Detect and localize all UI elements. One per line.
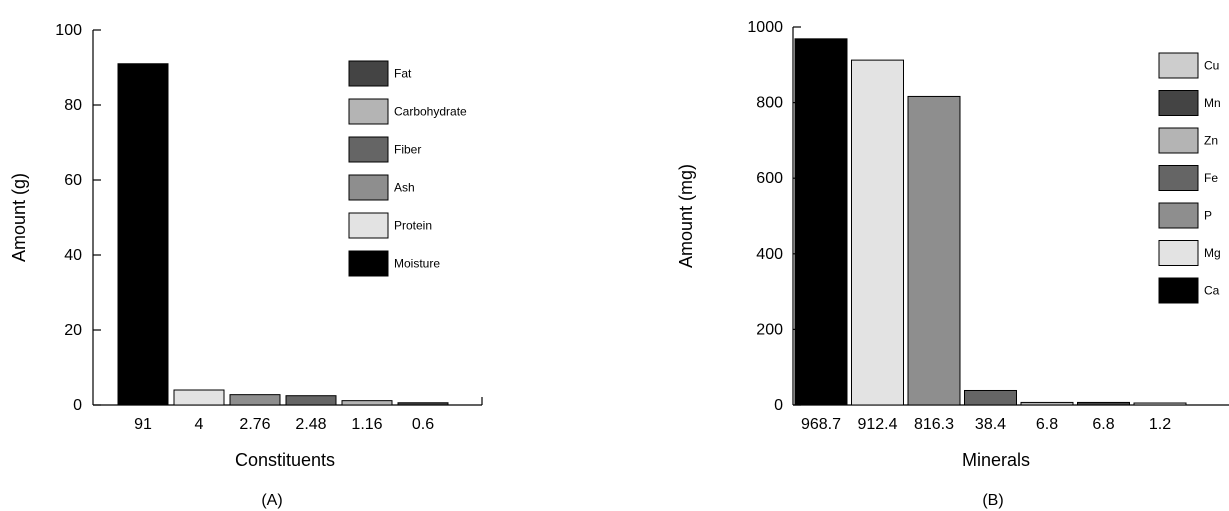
x-tick-label: 2.48 xyxy=(295,416,326,433)
bar-p xyxy=(907,95,961,406)
legend-label-mn: Mn xyxy=(1204,96,1221,110)
x-tick-label: 968.7 xyxy=(801,416,841,433)
legend-swatch-fe xyxy=(1158,165,1199,191)
bar-fe xyxy=(964,389,1017,406)
bar-cu xyxy=(1133,402,1187,406)
y-tick-label: 80 xyxy=(64,97,82,114)
x-tick-label: 912.4 xyxy=(857,416,897,433)
x-tick-label: 91 xyxy=(134,416,152,433)
y-tick-label: 20 xyxy=(64,322,82,339)
legend-swatch-zn xyxy=(1158,127,1199,154)
x-tick-label: 816.3 xyxy=(914,416,954,433)
x-tick-label: 1.2 xyxy=(1149,416,1171,433)
y-tick-label: 0 xyxy=(73,397,82,414)
panel-label: (B) xyxy=(982,492,1003,509)
x-tick-label: 6.8 xyxy=(1092,416,1114,433)
y-tick-label: 200 xyxy=(756,321,783,338)
legend-swatch-mn xyxy=(1158,90,1199,116)
legend: Cu Mn Zn Fe P Mg Ca xyxy=(1158,52,1221,304)
bar-moisture xyxy=(117,63,169,406)
legend-swatch-fat xyxy=(348,60,389,87)
legend-label-fe: Fe xyxy=(1204,171,1218,185)
legend-swatch-ash xyxy=(348,174,389,201)
x-axis-title: Constituents xyxy=(235,450,335,470)
x-tick-label: 1.16 xyxy=(351,416,382,433)
x-tick-label: 38.4 xyxy=(975,416,1006,433)
x-tick-label: 0.6 xyxy=(412,416,434,433)
legend-label-protein: Protein xyxy=(394,219,432,233)
x-tick-label: 2.76 xyxy=(239,416,270,433)
y-tick-label: 1000 xyxy=(747,19,783,36)
x-tick-label: 4 xyxy=(195,416,204,433)
legend-swatch-carbohydrate xyxy=(348,98,389,125)
y-axis-title: Amount (g) xyxy=(9,173,29,262)
x-axis-title: Minerals xyxy=(962,450,1030,470)
legend-label-cu: Cu xyxy=(1204,59,1219,73)
legend-swatch-protein xyxy=(348,212,389,239)
legend-swatch-cu xyxy=(1158,52,1199,79)
bar-fiber xyxy=(285,395,337,406)
legend-swatch-ca xyxy=(1158,277,1199,304)
bar-carbohydrate xyxy=(341,400,393,406)
legend-swatch-mg xyxy=(1158,240,1199,266)
legend-label-ash: Ash xyxy=(394,181,415,195)
legend: Fat Carbohydrate Fiber Ash Protein Moisture xyxy=(348,60,467,277)
chart-panel-b: 0 200 400 600 800 1000 968.7 912.4 816.3 38.4 6.8 6… xyxy=(676,19,1229,509)
legend-label-moisture: Moisture xyxy=(394,257,440,271)
y-tick-label: 40 xyxy=(64,247,82,264)
y-tick-label: 100 xyxy=(55,22,82,39)
x-tick-label: 6.8 xyxy=(1036,416,1058,433)
y-tick-label: 60 xyxy=(64,172,82,189)
bar-mg xyxy=(851,59,904,406)
chart-panel-a: 0 20 40 60 80 100 91 4 2.76 2.48 1.16 0.6 Amount (g)… xyxy=(9,22,483,509)
legend-label-carbohydrate: Carbohydrate xyxy=(394,105,467,119)
legend-label-ca: Ca xyxy=(1204,284,1220,298)
bar-protein xyxy=(173,389,225,406)
legend-swatch-p xyxy=(1158,202,1199,229)
legend-label-p: P xyxy=(1204,209,1212,223)
bar-mn xyxy=(1077,401,1130,406)
legend-label-mg: Mg xyxy=(1204,246,1221,260)
bar-zn xyxy=(1020,401,1074,406)
panel-label: (A) xyxy=(261,492,282,509)
legend-label-fiber: Fiber xyxy=(394,143,421,157)
y-axis-title: Amount (mg) xyxy=(676,164,696,268)
legend-swatch-fiber xyxy=(348,136,389,163)
y-tick-label: 0 xyxy=(774,397,783,414)
bar-ash xyxy=(229,394,281,406)
y-tick-label: 600 xyxy=(756,170,783,187)
bar-fat xyxy=(397,402,449,406)
legend-label-zn: Zn xyxy=(1204,134,1218,148)
y-tick-label: 400 xyxy=(756,246,783,263)
bar-ca xyxy=(794,38,848,406)
y-tick-label: 800 xyxy=(756,95,783,112)
legend-swatch-moisture xyxy=(348,250,389,277)
legend-label-fat: Fat xyxy=(394,67,412,81)
